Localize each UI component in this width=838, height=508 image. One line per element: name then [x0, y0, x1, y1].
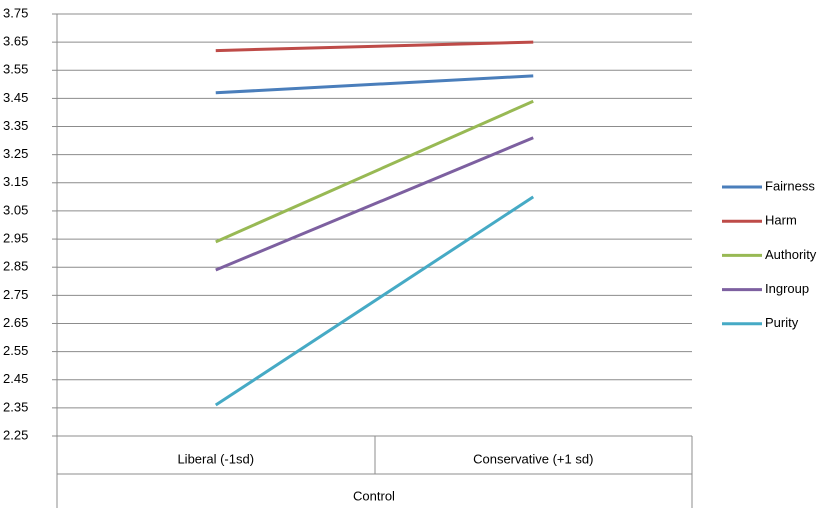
y-tick-label: 3.35	[3, 118, 28, 133]
group-label: Control	[353, 488, 395, 503]
y-tick-label: 3.15	[3, 174, 28, 189]
x-tick-label: Liberal (-1sd)	[177, 451, 254, 466]
y-tick-label: 2.65	[3, 315, 28, 330]
x-tick-label: Conservative (+1 sd)	[473, 451, 593, 466]
series-line	[215, 99, 534, 244]
legend-label: Ingroup	[765, 281, 809, 296]
series-line	[215, 74, 534, 95]
y-tick-label: 3.25	[3, 146, 28, 161]
y-tick-label: 3.75	[3, 5, 28, 20]
series-line	[214, 195, 535, 407]
series-line	[215, 136, 534, 272]
y-tick-label: 3.05	[3, 202, 28, 217]
y-tick-label: 2.25	[3, 427, 28, 442]
y-tick-label: 2.55	[3, 343, 28, 358]
y-tick-label: 3.55	[3, 62, 28, 77]
y-tick-label: 3.45	[3, 90, 28, 105]
y-tick-label: 3.65	[3, 34, 28, 49]
y-tick-label: 2.95	[3, 231, 28, 246]
legend-label: Authority	[765, 247, 817, 262]
legend-label: Purity	[765, 315, 799, 330]
legend-label: Fairness	[765, 178, 815, 193]
y-tick-label: 2.35	[3, 399, 28, 414]
y-tick-label: 2.75	[3, 287, 28, 302]
legend-label: Harm	[765, 213, 797, 228]
y-tick-label: 2.85	[3, 259, 28, 274]
y-tick-label: 2.45	[3, 371, 28, 386]
series-line	[215, 40, 534, 53]
